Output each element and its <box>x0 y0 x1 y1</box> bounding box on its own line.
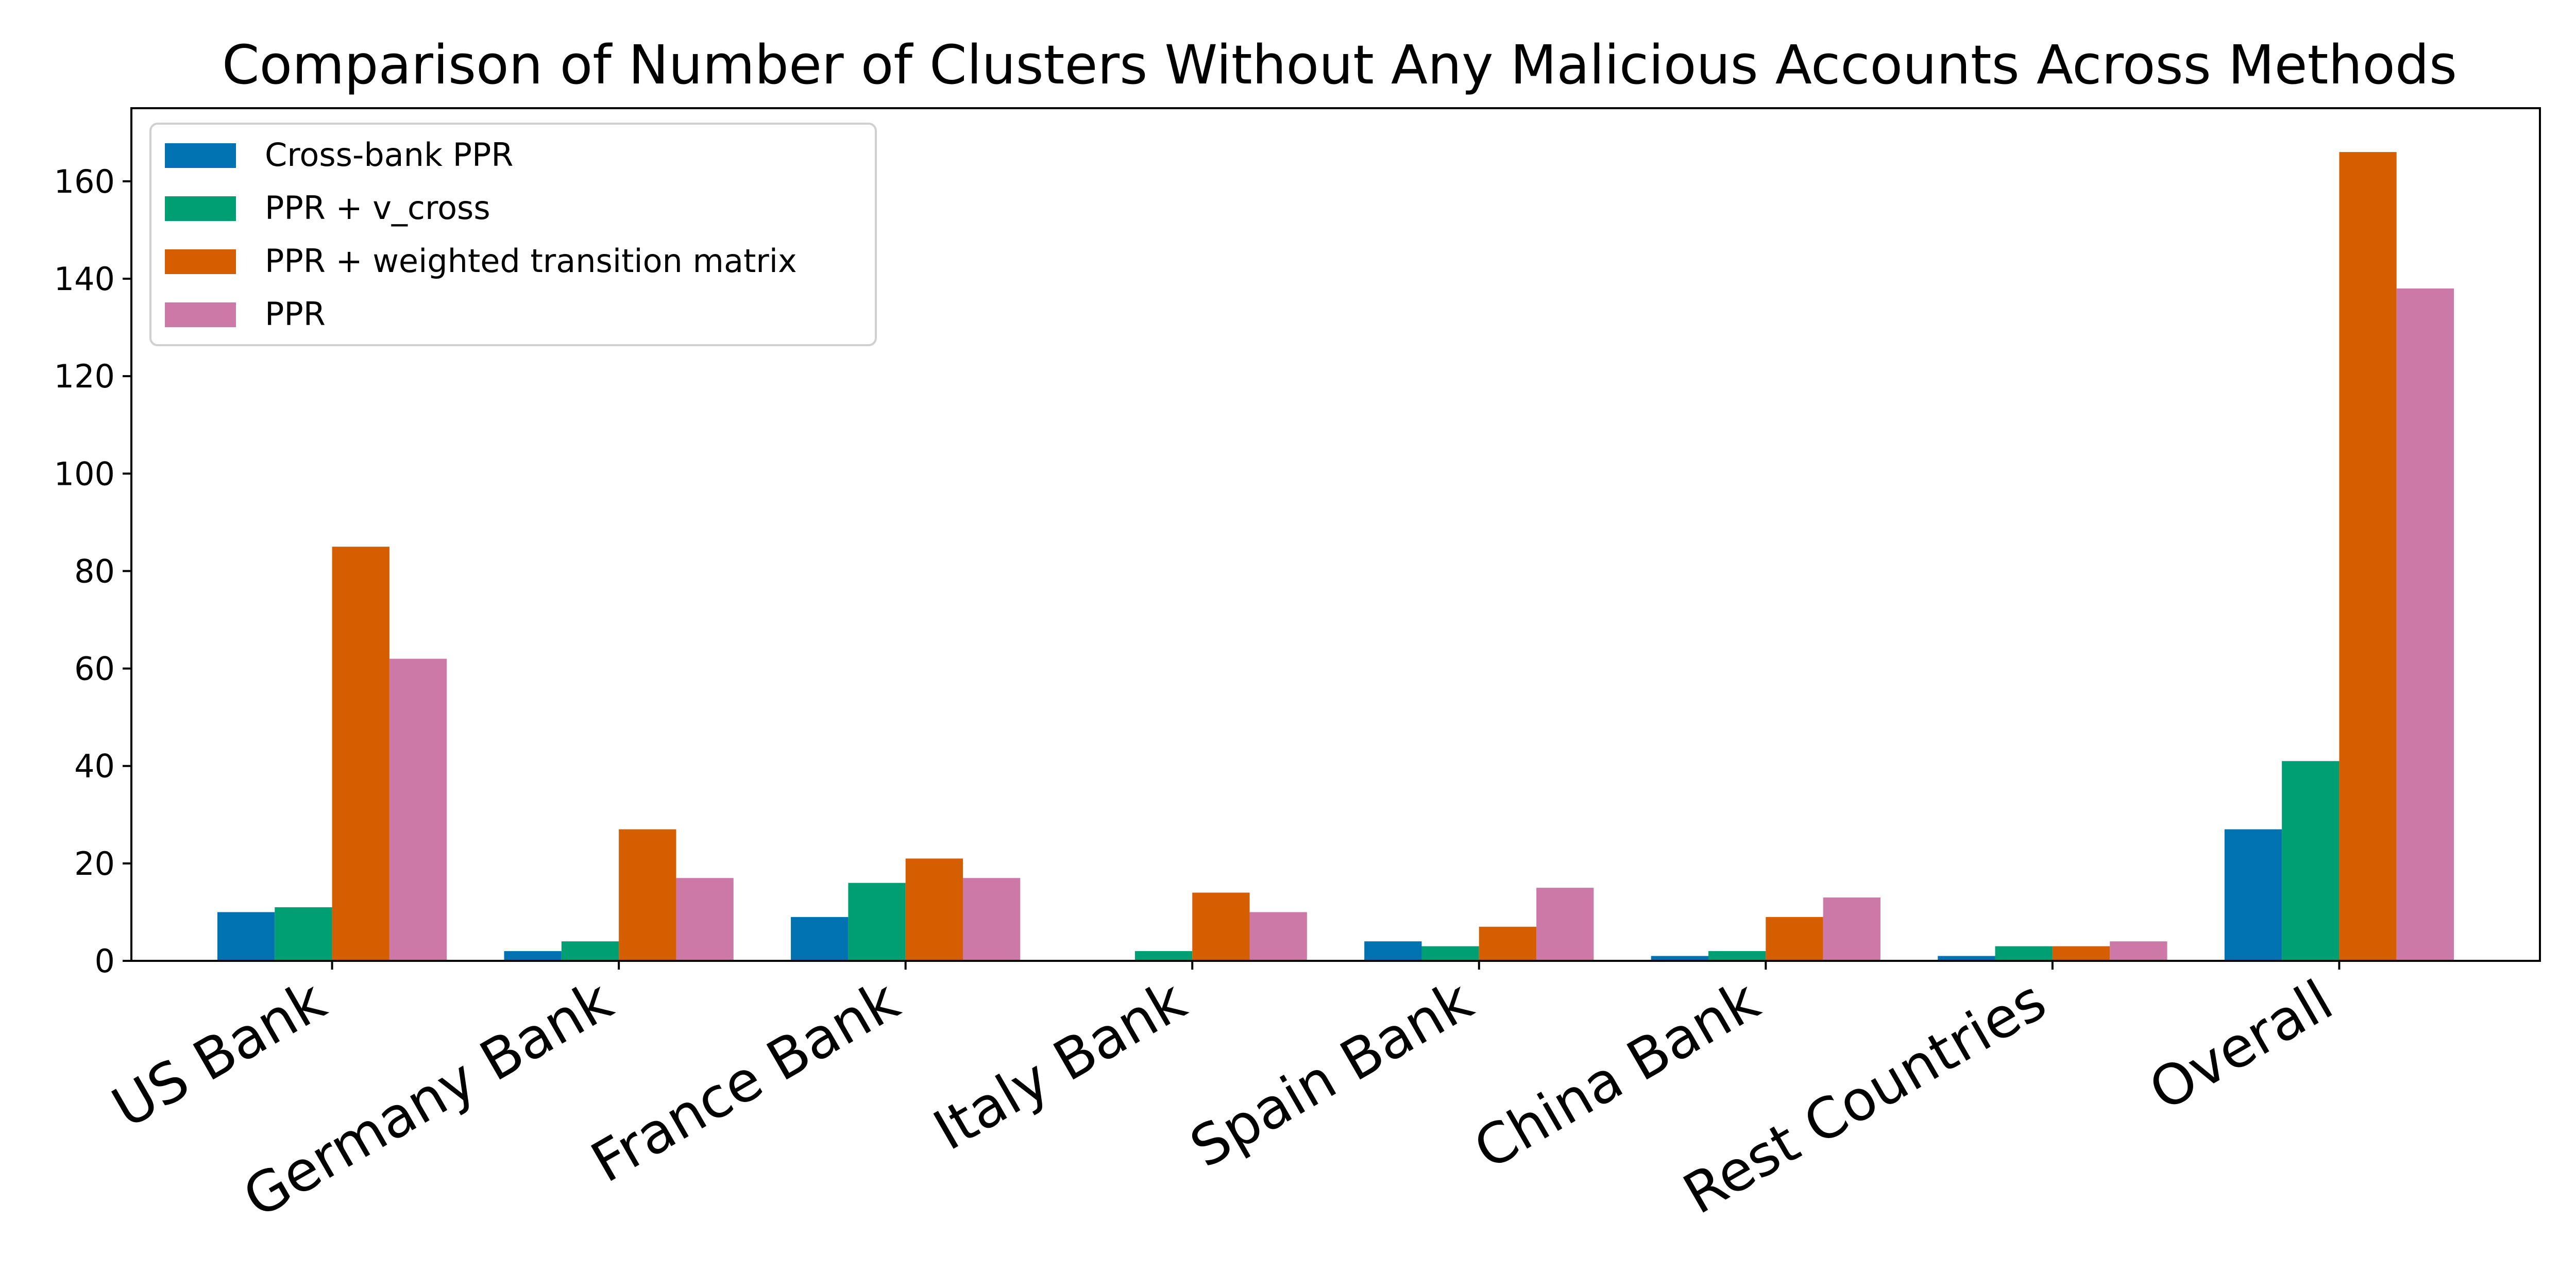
bars-layer <box>217 152 2454 961</box>
legend-swatch-ppr-v-cross <box>165 196 236 221</box>
x-tick-label-france-bank: France Bank <box>581 968 910 1195</box>
bar-ppr-weighted-transition-matrix-germany-bank <box>619 829 676 961</box>
bar-ppr-weighted-transition-matrix-rest-countries <box>2052 946 2110 961</box>
y-tick-label: 160 <box>54 163 115 200</box>
bar-ppr-spain-bank <box>1536 888 1594 961</box>
y-tick-label: 100 <box>54 455 115 493</box>
legend-label-cross-bank-ppr: Cross-bank PPR <box>265 136 513 174</box>
series-cross-bank-ppr <box>217 829 2282 961</box>
bar-ppr-france-bank <box>962 878 1021 961</box>
x-tick-label-spain-bank: Spain Bank <box>1180 968 1483 1180</box>
x-tick-label-italy-bank: Italy Bank <box>923 968 1196 1163</box>
bar-ppr-weighted-transition-matrix-overall <box>2339 152 2397 961</box>
bar-ppr-v-cross-overall <box>2282 761 2340 961</box>
y-tick-label: 60 <box>74 650 115 688</box>
bar-ppr-v-cross-spain-bank <box>1421 946 1479 961</box>
legend-swatch-cross-bank-ppr <box>165 143 236 168</box>
y-tick-label: 0 <box>95 942 115 980</box>
legend: Cross-bank PPR PPR + v_cross PPR + weighte… <box>149 123 877 346</box>
bar-ppr-v-cross-rest-countries <box>1995 946 2053 961</box>
y-tick-label: 20 <box>74 845 115 883</box>
bar-ppr-us-bank <box>389 658 447 961</box>
bar-cross-bank-ppr-france-bank <box>791 917 849 961</box>
bar-ppr-rest-countries <box>2110 941 2167 961</box>
bar-cross-bank-ppr-spain-bank <box>1364 941 1422 961</box>
bar-ppr-weighted-transition-matrix-spain-bank <box>1479 926 1537 961</box>
legend-label-ppr: PPR <box>265 295 326 333</box>
y-tick-label: 40 <box>74 748 115 785</box>
bar-ppr-v-cross-italy-bank <box>1134 951 1193 961</box>
bar-cross-bank-ppr-germany-bank <box>504 951 562 961</box>
chart-title: Comparison of Number of Clusters Without… <box>222 33 2457 96</box>
y-tick-label: 140 <box>54 260 115 298</box>
series-ppr-v-cross <box>275 761 2340 961</box>
bar-ppr-weighted-transition-matrix-us-bank <box>332 547 389 961</box>
bar-ppr-v-cross-us-bank <box>275 907 332 961</box>
x-tick-label-overall: Overall <box>2139 968 2344 1123</box>
bar-ppr-italy-bank <box>1249 912 1307 961</box>
bar-ppr-overall <box>2396 288 2454 961</box>
series-ppr <box>389 288 2454 961</box>
legend-box <box>149 123 877 346</box>
bar-cross-bank-ppr-overall <box>2224 829 2282 961</box>
bar-ppr-china-bank <box>1823 897 1880 961</box>
bar-ppr-germany-bank <box>676 878 734 961</box>
legend-label-ppr-weighted-transition-matrix: PPR + weighted transition matrix <box>265 242 797 280</box>
bar-ppr-v-cross-china-bank <box>1708 951 1766 961</box>
bar-ppr-weighted-transition-matrix-italy-bank <box>1192 892 1250 961</box>
legend-label-ppr-v-cross: PPR + v_cross <box>265 189 490 227</box>
bar-ppr-v-cross-germany-bank <box>561 941 619 961</box>
bar-cross-bank-ppr-rest-countries <box>1938 956 1995 961</box>
bar-cross-bank-ppr-china-bank <box>1651 956 1709 961</box>
legend-swatch-ppr <box>165 302 236 327</box>
bar-ppr-v-cross-france-bank <box>848 883 906 961</box>
legend-swatch-ppr-weighted-transition-matrix <box>165 249 236 274</box>
plot-frame <box>130 107 2541 962</box>
series-ppr-weighted-transition-matrix <box>332 152 2397 961</box>
x-tick-label-us-bank: US Bank <box>102 968 336 1141</box>
bar-ppr-weighted-transition-matrix-china-bank <box>1766 917 1823 961</box>
bar-ppr-weighted-transition-matrix-france-bank <box>905 858 963 961</box>
bar-cross-bank-ppr-us-bank <box>217 912 275 961</box>
y-tick-label: 120 <box>54 358 115 395</box>
y-tick-label: 80 <box>74 552 115 590</box>
y-axis: 0 20 40 60 80 100 120 140 160 <box>54 163 131 980</box>
